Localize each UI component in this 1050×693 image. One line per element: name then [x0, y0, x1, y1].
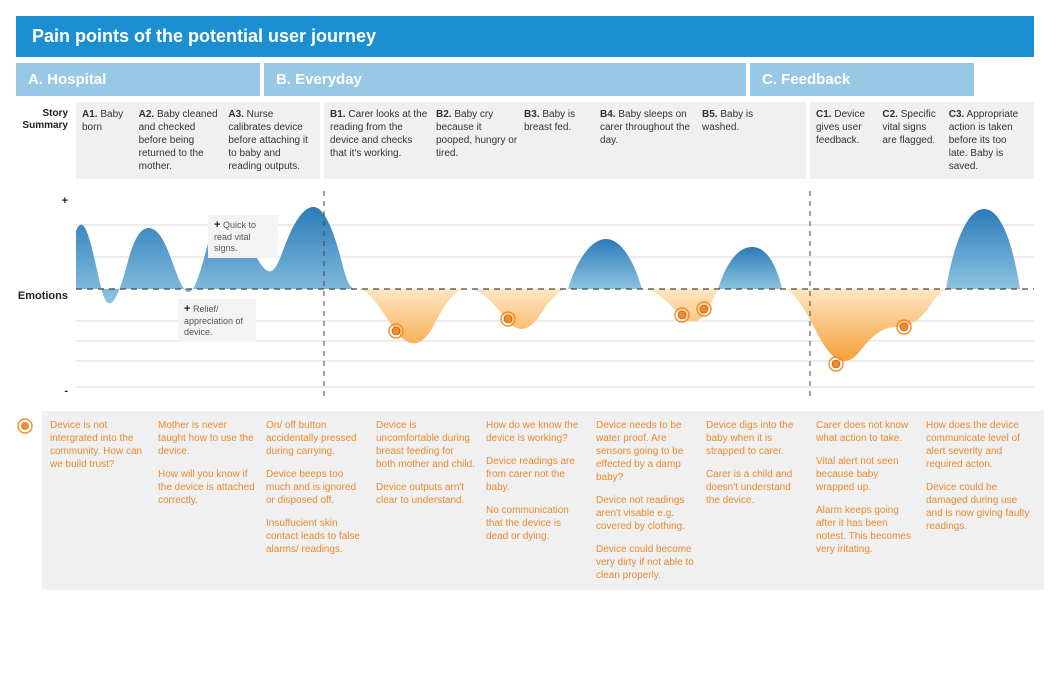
summary-block-C: C1. Device gives user feedback.C2. Speci…: [810, 102, 1034, 179]
pain-point: Insuffucient skin contact leads to false…: [266, 517, 366, 556]
pain-point: Device not readings aren't visable e.g. …: [596, 494, 696, 533]
row-label-summary: StorySummary: [16, 102, 76, 179]
chart-y-labels: + Emotions -: [16, 191, 76, 401]
pain-point: Carer does not know what action to take.: [816, 419, 916, 445]
summary-cell: A2. Baby cleaned and checked before bein…: [139, 108, 223, 173]
phase-header-C: C. Feedback: [750, 63, 974, 96]
summary-cell: B4. Baby sleeps on carer throughout the …: [600, 108, 696, 173]
pain-column: How do we know the device is working? Dev…: [486, 419, 586, 582]
pain-marker-legend: [16, 411, 42, 590]
emotion-chart: + Emotions - + Quick to read vital signs…: [16, 191, 1034, 401]
pain-point: How will you know if the device is attac…: [158, 468, 256, 507]
pain-point: Device needs to be water proof. Are sens…: [596, 419, 696, 484]
pain-point: Device is not intergrated into the commu…: [50, 419, 148, 471]
summary-cell: B3. Baby is breast fed.: [524, 108, 594, 173]
emotions-label: Emotions: [18, 290, 68, 302]
summary-cell: C2. Specific vital signs are flagged.: [882, 108, 942, 173]
summary-cell: A1. Baby born: [82, 108, 133, 173]
pain-point: Device could become very dirty if not ab…: [596, 543, 696, 582]
pain-point: Device beeps too much and is ignored or …: [266, 468, 366, 507]
story-summary-row: StorySummary A1. Baby bornA2. Baby clean…: [16, 102, 1034, 179]
pain-point: On/ off button accidentally pressed duri…: [266, 419, 366, 458]
pain-point: Device is uncomfortable during breast fe…: [376, 419, 476, 471]
minus-label: -: [64, 385, 68, 397]
pain-point: No communication that the device is dead…: [486, 504, 586, 543]
pain-column: Device digs into the baby when it is str…: [706, 419, 806, 582]
summary-body: A1. Baby bornA2. Baby cleaned and checke…: [76, 102, 1034, 179]
pain-column: Mother is never taught how to use the de…: [158, 419, 256, 582]
pain-column: Device is uncomfortable during breast fe…: [376, 419, 476, 582]
pain-column: How does the device communicate level of…: [926, 419, 1036, 582]
summary-cell: A3. Nurse calibrates device before attac…: [228, 108, 314, 173]
phase-header-A: A. Hospital: [16, 63, 260, 96]
phase-header-row: A. HospitalB. EverydayC. Feedback: [16, 63, 1034, 96]
pain-point: Device readings are from carer not the b…: [486, 455, 586, 494]
pain-column: Device is not intergrated into the commu…: [50, 419, 148, 582]
pain-column: Device needs to be water proof. Are sens…: [596, 419, 696, 582]
pain-point: Carer is a child and doesn't understand …: [706, 468, 806, 507]
summary-cell: C1. Device gives user feedback.: [816, 108, 876, 173]
plus-label: +: [62, 195, 68, 207]
marker-icon: [16, 417, 34, 435]
pain-column: On/ off button accidentally pressed duri…: [266, 419, 366, 582]
pain-column: Carer does not know what action to take.…: [816, 419, 916, 582]
chart-annotation: + Relief/ appreciation of device.: [178, 299, 256, 342]
pain-point: How do we know the device is working?: [486, 419, 586, 445]
pain-point: Device could be damaged during use and i…: [926, 481, 1036, 533]
chart-canvas: + Quick to read vital signs. + Relief/ ap…: [76, 191, 1034, 401]
pain-point: How does the device communicate level of…: [926, 419, 1036, 471]
pain-point: Alarm keeps going after it has been note…: [816, 504, 916, 556]
journey-diagram: Pain points of the potential user journe…: [16, 16, 1034, 590]
summary-cell: B2. Baby cry because it pooped, hungry o…: [436, 108, 518, 173]
summary-cell: B1. Carer looks at the reading from the …: [330, 108, 430, 173]
title-bar: Pain points of the potential user journe…: [16, 16, 1034, 57]
summary-block-B: B1. Carer looks at the reading from the …: [324, 102, 806, 179]
pain-point: Device outputs arn't clear to understand…: [376, 481, 476, 507]
summary-cell: B5. Baby is washed.: [702, 108, 766, 173]
phase-header-B: B. Everyday: [264, 63, 746, 96]
pain-point: Mother is never taught how to use the de…: [158, 419, 256, 458]
pain-point: Vital alert not seen because baby wrappe…: [816, 455, 916, 494]
chart-annotation: + Quick to read vital signs.: [208, 215, 278, 258]
pain-points-row: Device is not intergrated into the commu…: [16, 411, 1034, 590]
summary-block-A: A1. Baby bornA2. Baby cleaned and checke…: [76, 102, 320, 179]
pain-point: Device digs into the baby when it is str…: [706, 419, 806, 458]
title-text: Pain points of the potential user journe…: [32, 26, 376, 46]
summary-cell: C3. Appropriate action is taken before i…: [949, 108, 1028, 173]
pain-points-body: Device is not intergrated into the commu…: [42, 411, 1044, 590]
